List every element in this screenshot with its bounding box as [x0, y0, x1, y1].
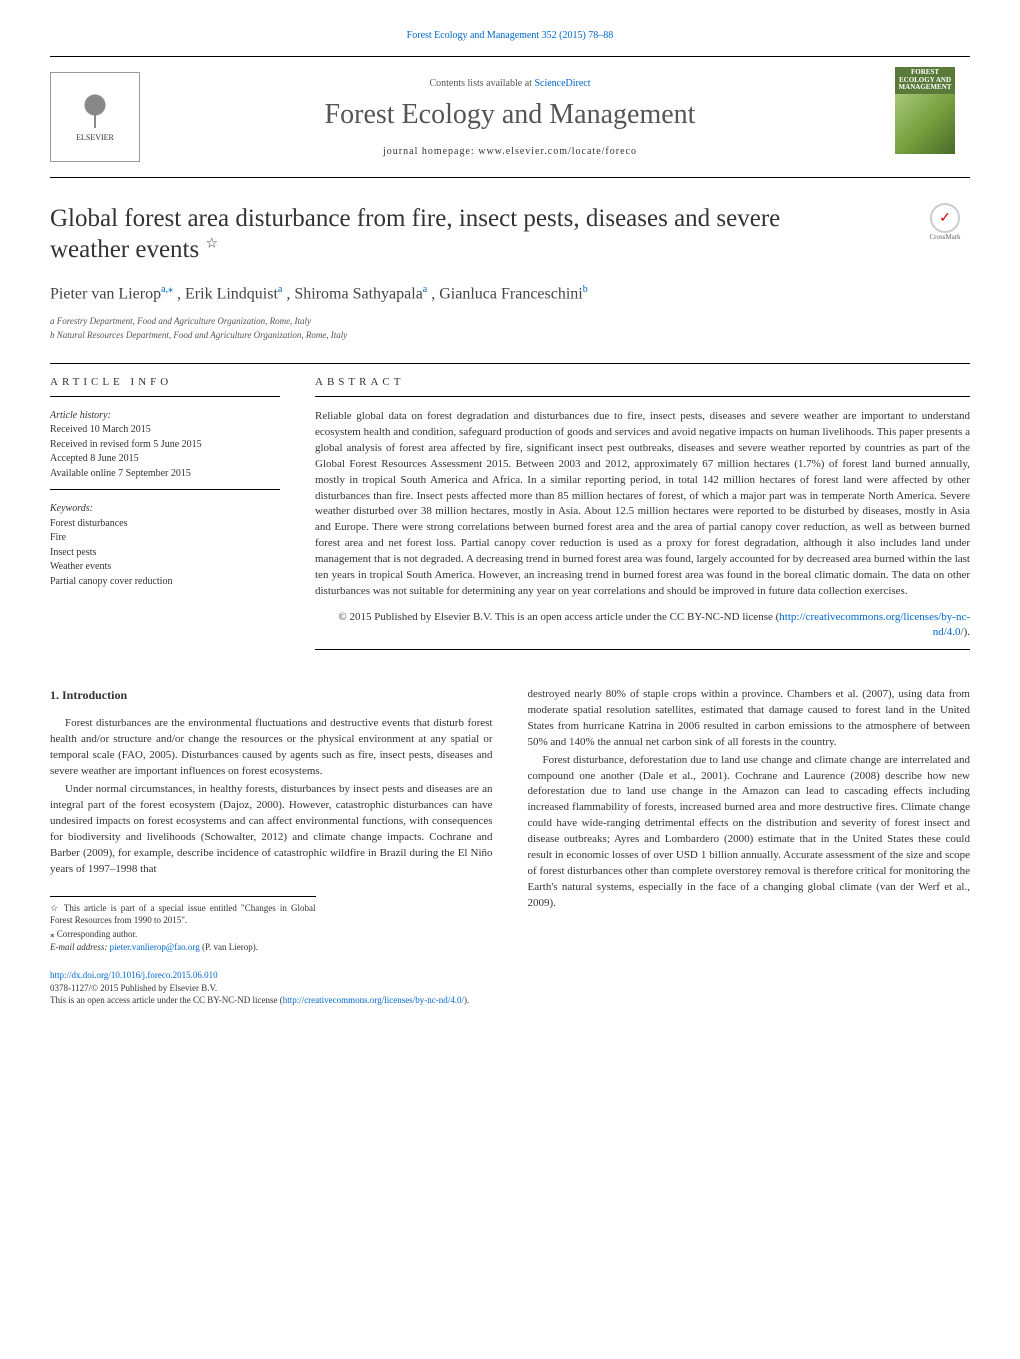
journal-header: ELSEVIER Contents lists available at Sci… [50, 56, 970, 178]
abstract-text: Reliable global data on forest degradati… [315, 409, 970, 600]
cover-image [895, 94, 955, 154]
cover-title: FOREST ECOLOGY AND MANAGEMENT [895, 67, 955, 94]
article-title: Global forest area disturbance from fire… [50, 203, 900, 266]
keyword-4: Weather events [50, 560, 280, 575]
issue-reference[interactable]: Forest Ecology and Management 352 (2015)… [50, 30, 970, 41]
divider-abs-1 [315, 396, 970, 397]
para-4: Forest disturbance, deforestation due to… [528, 753, 971, 912]
license-link-bottom[interactable]: http://creativecommons.org/licenses/by-n… [283, 995, 464, 1005]
author-1-sup: a,⁎ [161, 284, 173, 295]
license-pre: This is an open access article under the… [50, 995, 283, 1005]
author-4: , Gianluca Franceschini [431, 285, 583, 302]
email-post: (P. van Lierop). [200, 942, 258, 952]
header-center: Contents lists available at ScienceDirec… [140, 78, 880, 157]
elsevier-logo: ELSEVIER [50, 72, 140, 162]
title-row: Global forest area disturbance from fire… [50, 203, 970, 266]
info-abstract-row: article info Article history: Received 1… [50, 376, 970, 662]
affiliation-a: a Forestry Department, Food and Agricult… [50, 315, 970, 329]
keyword-1: Forest disturbances [50, 517, 280, 532]
article-history: Article history: Received 10 March 2015 … [50, 409, 280, 482]
crossmark-label: CrossMark [929, 233, 960, 241]
divider-abs-2 [315, 649, 970, 650]
title-line1: Global forest area disturbance from fire… [50, 205, 780, 232]
para-3: destroyed nearly 80% of staple crops wit… [528, 687, 971, 751]
keywords-head: Keywords: [50, 502, 280, 517]
title-line2: weather events [50, 236, 205, 263]
divider-1 [50, 363, 970, 364]
article-info-label: article info [50, 376, 280, 388]
contents-prefix: Contents lists available at [429, 78, 534, 89]
affiliation-b: b Natural Resources Department, Food and… [50, 329, 970, 343]
contents-line: Contents lists available at ScienceDirec… [140, 78, 880, 89]
author-list: Pieter van Lieropa,⁎ , Erik Lindquista ,… [50, 284, 970, 303]
author-3-sup: a [423, 284, 427, 295]
available-date: Available online 7 September 2015 [50, 467, 280, 482]
homepage-link[interactable]: www.elsevier.com/locate/foreco [478, 146, 637, 157]
author-2: , Erik Lindquist [177, 285, 278, 302]
copyright-close: ). [964, 626, 970, 638]
title-star-icon: ☆ [205, 237, 218, 252]
body-col-right: destroyed nearly 80% of staple crops wit… [528, 687, 971, 955]
author-4-sup: b [583, 284, 588, 295]
abstract-label: abstract [315, 376, 970, 388]
keywords-block: Keywords: Forest disturbances Fire Insec… [50, 502, 280, 589]
email-link[interactable]: pieter.vanlierop@fao.org [110, 942, 200, 952]
license-line: This is an open access article under the… [50, 994, 970, 1007]
crossmark-badge[interactable]: ✓ CrossMark [920, 203, 970, 253]
tree-icon [75, 93, 115, 133]
publisher-name: ELSEVIER [76, 133, 114, 142]
email-prefix: E-mail address: [50, 942, 110, 952]
license-link-abs[interactable]: http://creativecommons.org/licenses/by-n… [779, 611, 970, 638]
sciencedirect-link[interactable]: ScienceDirect [534, 78, 590, 89]
journal-name: Forest Ecology and Management [140, 99, 880, 131]
homepage-prefix: journal homepage: [383, 146, 478, 157]
license-post: ). [464, 995, 469, 1005]
homepage-line: journal homepage: www.elsevier.com/locat… [140, 146, 880, 157]
crossmark-icon: ✓ [930, 203, 960, 233]
keyword-5: Partial canopy cover reduction [50, 575, 280, 590]
divider-info-2 [50, 489, 280, 490]
copyright-line: © 2015 Published by Elsevier B.V. This i… [315, 610, 970, 641]
author-1: Pieter van Lierop [50, 285, 161, 302]
author-3: , Shiroma Sathyapala [286, 285, 422, 302]
received-date: Received 10 March 2015 [50, 423, 280, 438]
footnote-star: ☆ This article is part of a special issu… [50, 902, 316, 927]
body-col-left: 1. Introduction Forest disturbances are … [50, 687, 493, 955]
footnote-email: E-mail address: pieter.vanlierop@fao.org… [50, 941, 316, 954]
history-head: Article history: [50, 409, 280, 424]
issn-line: 0378-1127/© 2015 Published by Elsevier B… [50, 982, 970, 995]
footnote-corresponding: ⁎ Corresponding author. [50, 928, 316, 941]
author-2-sup: a [278, 284, 282, 295]
para-2: Under normal circumstances, in healthy f… [50, 782, 493, 878]
footer-meta: http://dx.doi.org/10.1016/j.foreco.2015.… [50, 969, 970, 1007]
doi-link[interactable]: http://dx.doi.org/10.1016/j.foreco.2015.… [50, 969, 970, 982]
revised-date: Received in revised form 5 June 2015 [50, 438, 280, 453]
body-columns: 1. Introduction Forest disturbances are … [50, 687, 970, 955]
section-1-head: 1. Introduction [50, 687, 493, 704]
journal-cover: FOREST ECOLOGY AND MANAGEMENT [880, 67, 970, 167]
para-1: Forest disturbances are the environmenta… [50, 716, 493, 780]
affiliations: a Forestry Department, Food and Agricult… [50, 315, 970, 343]
accepted-date: Accepted 8 June 2015 [50, 452, 280, 467]
keyword-2: Fire [50, 531, 280, 546]
divider-info-1 [50, 396, 280, 397]
footnotes: ☆ This article is part of a special issu… [50, 896, 316, 954]
article-info-col: article info Article history: Received 1… [50, 376, 280, 662]
keyword-3: Insect pests [50, 546, 280, 561]
abstract-col: abstract Reliable global data on forest … [315, 376, 970, 662]
copyright-text: © 2015 Published by Elsevier B.V. This i… [338, 611, 779, 623]
